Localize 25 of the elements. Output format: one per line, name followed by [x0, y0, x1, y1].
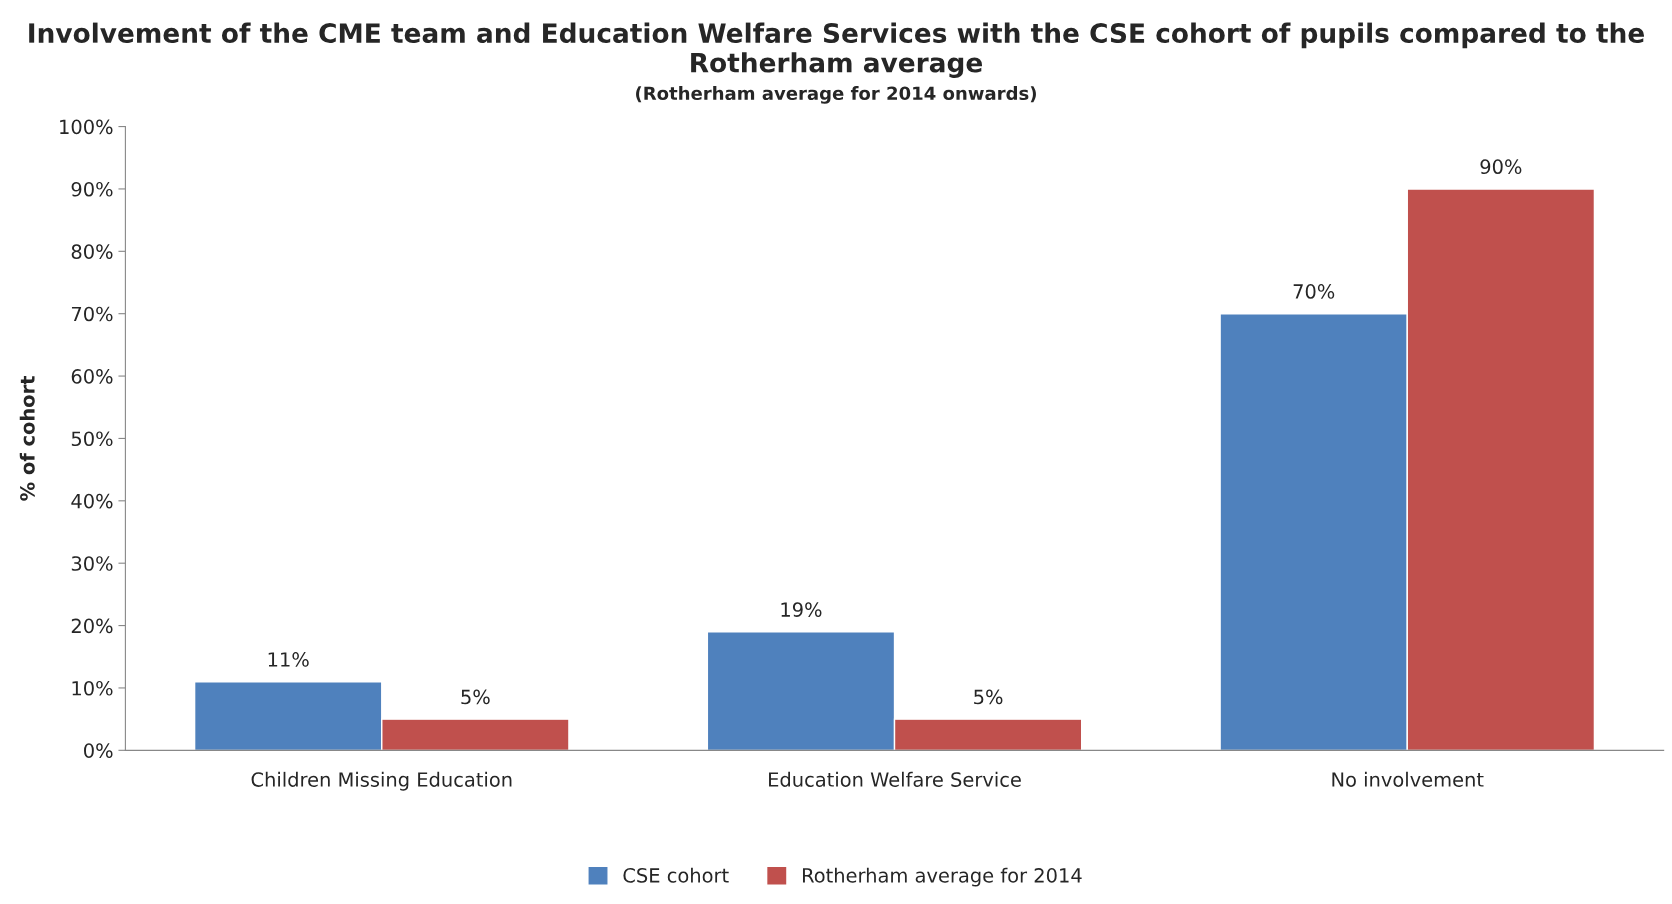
- data-label: 70%: [1293, 284, 1335, 299]
- y-tick-label: 90%: [71, 181, 113, 197]
- y-tick-label: 30%: [71, 556, 113, 571]
- x-tick-label: No involvement: [1332, 771, 1484, 787]
- data-label: 90%: [1480, 159, 1522, 175]
- x-tick-label: Education Welfare Service: [769, 771, 1021, 787]
- legend-label: CSE cohort: [623, 867, 729, 883]
- y-tick-label: 20%: [71, 618, 113, 634]
- data-label: 11%: [268, 652, 309, 667]
- y-tick-label: 50%: [71, 431, 113, 447]
- data-label: 19%: [781, 602, 822, 617]
- y-tick-label: 60%: [71, 369, 113, 384]
- y-tick-label: 0%: [84, 743, 113, 758]
- x-tick-label: Children Missing Education: [251, 771, 512, 791]
- y-tick-label: 100%: [60, 119, 113, 135]
- y-tick-label: 40%: [71, 493, 113, 509]
- data-label: 5%: [974, 689, 1003, 705]
- y-tick-label: 70%: [71, 306, 113, 322]
- y-tick-label: 10%: [72, 680, 113, 696]
- y-tick-label: 80%: [71, 244, 113, 259]
- y-axis-title: % of cohort: [19, 375, 35, 501]
- chart-subtitle: (Rotherham average for 2014 onwards): [636, 86, 1036, 104]
- chart-title: Involvement of the CME team and Education Welfare Services with the CSE cohort of pupils compared to the Rotherham average: [29, 22, 1644, 78]
- data-label: 5%: [461, 689, 490, 705]
- legend-label: Rotherham average for 2014: [802, 867, 1082, 887]
